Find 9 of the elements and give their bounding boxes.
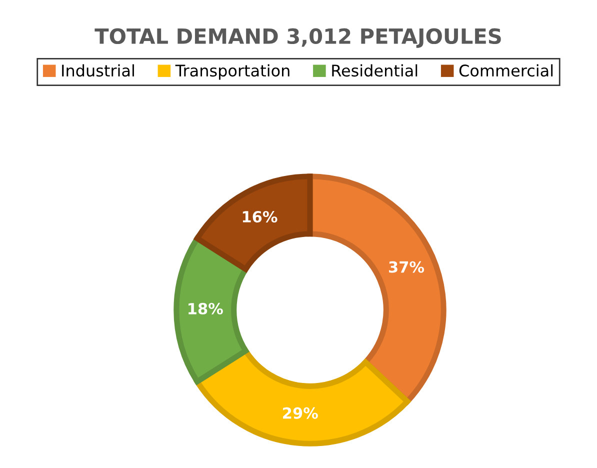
data-label: 16% (242, 210, 278, 223)
data-label: 37% (388, 261, 424, 273)
legend-label: Industrial (62, 64, 134, 77)
chart-title: TOTAL DEMAND 3,012 PETAJOULES (94, 28, 501, 48)
legend-label: Transportation (175, 64, 290, 80)
legend-label: Residential (332, 64, 418, 77)
legend-label: Commercial (459, 64, 553, 77)
data-label: 29% (283, 407, 318, 419)
data-label: 18% (188, 302, 223, 314)
